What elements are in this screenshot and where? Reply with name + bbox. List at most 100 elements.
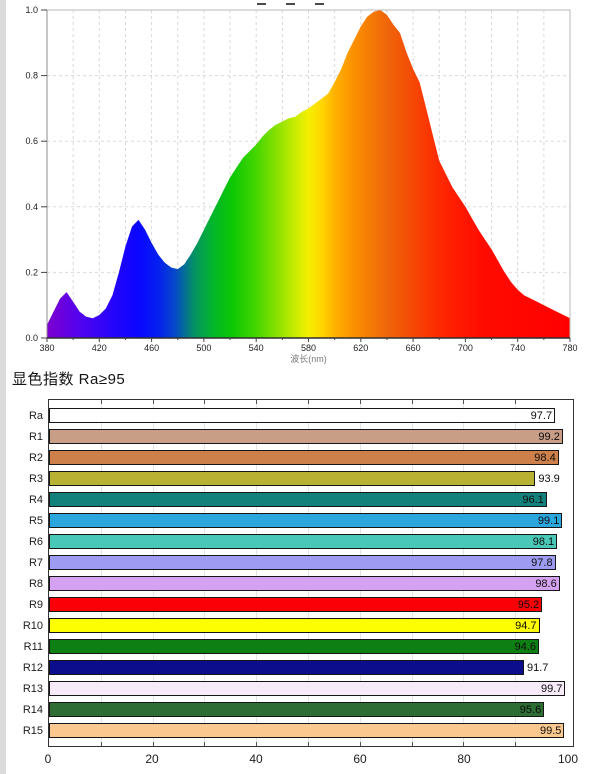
cri-row-label: R5 xyxy=(28,514,43,527)
y-tick-label: 1.0 xyxy=(25,5,38,15)
y-tick-label: 0.0 xyxy=(25,333,38,343)
x-axis-label: 20 xyxy=(145,752,159,766)
cri-bar xyxy=(49,555,556,570)
cri-row: R14 95.6 xyxy=(23,699,567,720)
cri-row-label: R3 xyxy=(28,472,43,485)
cri-bar xyxy=(49,723,565,738)
spectral-power-distribution-chart: 380 420 460 500 540 580 620 660 700 740 780 1.0 0.8 0… xyxy=(25,5,577,364)
y-tick-label: 0.8 xyxy=(25,71,38,81)
axis-tick xyxy=(152,742,154,746)
cri-row: R13 99.7 xyxy=(23,678,567,699)
axis-tick xyxy=(152,400,154,404)
cri-bar xyxy=(49,618,540,633)
cri-bar-value: 93.9 xyxy=(538,472,560,485)
x-axis-label: 100 xyxy=(557,752,579,766)
cri-bar xyxy=(49,681,566,696)
cri-bar xyxy=(49,492,547,507)
cri-row-label: R6 xyxy=(28,535,43,548)
cri-bar xyxy=(49,534,558,549)
x-tick-label: 740 xyxy=(510,343,525,353)
y-tick-label: 0.4 xyxy=(25,202,38,212)
axis-tick xyxy=(411,400,413,404)
x-tick-label: 780 xyxy=(562,343,577,353)
axis-tick xyxy=(359,400,361,404)
cri-row: R6 98.1 xyxy=(29,531,567,552)
dash-mark xyxy=(286,3,295,5)
cri-bar xyxy=(49,450,559,465)
dash-mark xyxy=(315,3,324,5)
gridline xyxy=(515,400,517,746)
dash-mark xyxy=(257,3,266,5)
x-axis-label: 60 xyxy=(353,752,367,766)
y-tick-label: 0.2 xyxy=(25,267,38,277)
cri-row: R12 91.7 xyxy=(23,657,567,678)
axis-tick xyxy=(515,742,517,746)
axis-tick xyxy=(463,400,465,404)
gridline xyxy=(100,400,102,746)
cri-row: R4 96.1 xyxy=(29,489,567,510)
cri-bar xyxy=(49,576,560,591)
cri-bar-value: 97.7 xyxy=(530,409,553,422)
cri-row: R11 94.6 xyxy=(24,636,567,657)
cri-row-label: R2 xyxy=(28,451,43,464)
axis-tick xyxy=(463,742,465,746)
cri-bar xyxy=(49,702,545,717)
cri-bar-value: 99.5 xyxy=(539,724,562,737)
x-axis-label: 0 xyxy=(44,752,52,766)
x-axis-title: 波长(nm) xyxy=(290,353,327,364)
cri-row-label: R7 xyxy=(28,556,43,569)
cri-row: R1 99.2 xyxy=(29,426,567,447)
cri-row: R10 94.7 xyxy=(23,615,567,636)
axis-tick xyxy=(100,400,102,404)
cri-bar-value: 96.1 xyxy=(522,493,544,506)
y-tick-label: 0.6 xyxy=(25,136,38,146)
cri-row-label: R10 xyxy=(22,619,43,632)
cri-track: Ra 97.7 R1 99.2 R2 98.4 R3 93.9 R4 96.1 … xyxy=(23,400,567,746)
cri-bar xyxy=(49,660,524,675)
x-tick-label: 620 xyxy=(353,343,368,353)
cri-bar xyxy=(49,639,540,654)
cri-bar-value: 97.8 xyxy=(531,556,553,569)
cri-bar xyxy=(49,513,563,528)
cri-bar-value: 99.1 xyxy=(537,514,560,527)
x-axis-label: 40 xyxy=(249,752,263,766)
axis-tick xyxy=(359,742,361,746)
cri-bar xyxy=(49,408,556,423)
axes: 380 420 460 500 540 580 620 660 700 740 780 1.0 0.8 0… xyxy=(25,5,577,353)
gridline xyxy=(308,400,309,746)
cri-bar-value: 98.4 xyxy=(534,451,556,464)
cri-row-label: R15 xyxy=(22,724,43,737)
cri-row: R8 98.6 xyxy=(29,573,567,594)
cri-bar-value: 95.6 xyxy=(519,703,542,716)
cri-bar-value: 99.2 xyxy=(538,430,560,443)
cri-bar-value: 94.7 xyxy=(515,619,537,632)
cri-bar xyxy=(49,471,536,486)
cri-bar-value: 94.6 xyxy=(514,640,537,653)
cri-row-label: R14 xyxy=(22,703,43,716)
cri-x-axis: 0 20 40 60 80 100 xyxy=(44,749,578,769)
gridline xyxy=(463,400,465,746)
x-tick-label: 540 xyxy=(249,343,264,353)
cri-row-label: R8 xyxy=(28,577,43,590)
x-tick-label: 460 xyxy=(144,343,159,353)
cri-bar-value: 99.7 xyxy=(541,682,563,695)
axis-tick xyxy=(100,742,102,746)
cri-bar xyxy=(49,429,563,444)
x-tick-label: 580 xyxy=(301,343,316,353)
cropped-title-marks xyxy=(257,3,324,5)
cri-row: R2 98.4 xyxy=(29,447,567,468)
cri-bar-chart: Ra 97.7 R1 99.2 R2 98.4 R3 93.9 R4 96.1 … xyxy=(23,399,578,769)
cri-row: R9 95.2 xyxy=(29,594,567,615)
x-tick-label: 660 xyxy=(406,343,421,353)
cri-row-label: R12 xyxy=(22,661,43,674)
cri-bar-value: 98.1 xyxy=(532,535,555,548)
cri-bar-value: 91.7 xyxy=(527,661,549,674)
axis-tick xyxy=(515,400,517,404)
gridline xyxy=(204,400,206,746)
cri-row-label: R11 xyxy=(23,640,43,653)
x-tick-label: 380 xyxy=(39,343,54,353)
cri-plot-area: Ra 97.7 R1 99.2 R2 98.4 R3 93.9 R4 96.1 … xyxy=(23,399,574,747)
gridline xyxy=(152,400,154,746)
cri-bar xyxy=(49,597,543,612)
left-margin-strip xyxy=(0,0,6,774)
